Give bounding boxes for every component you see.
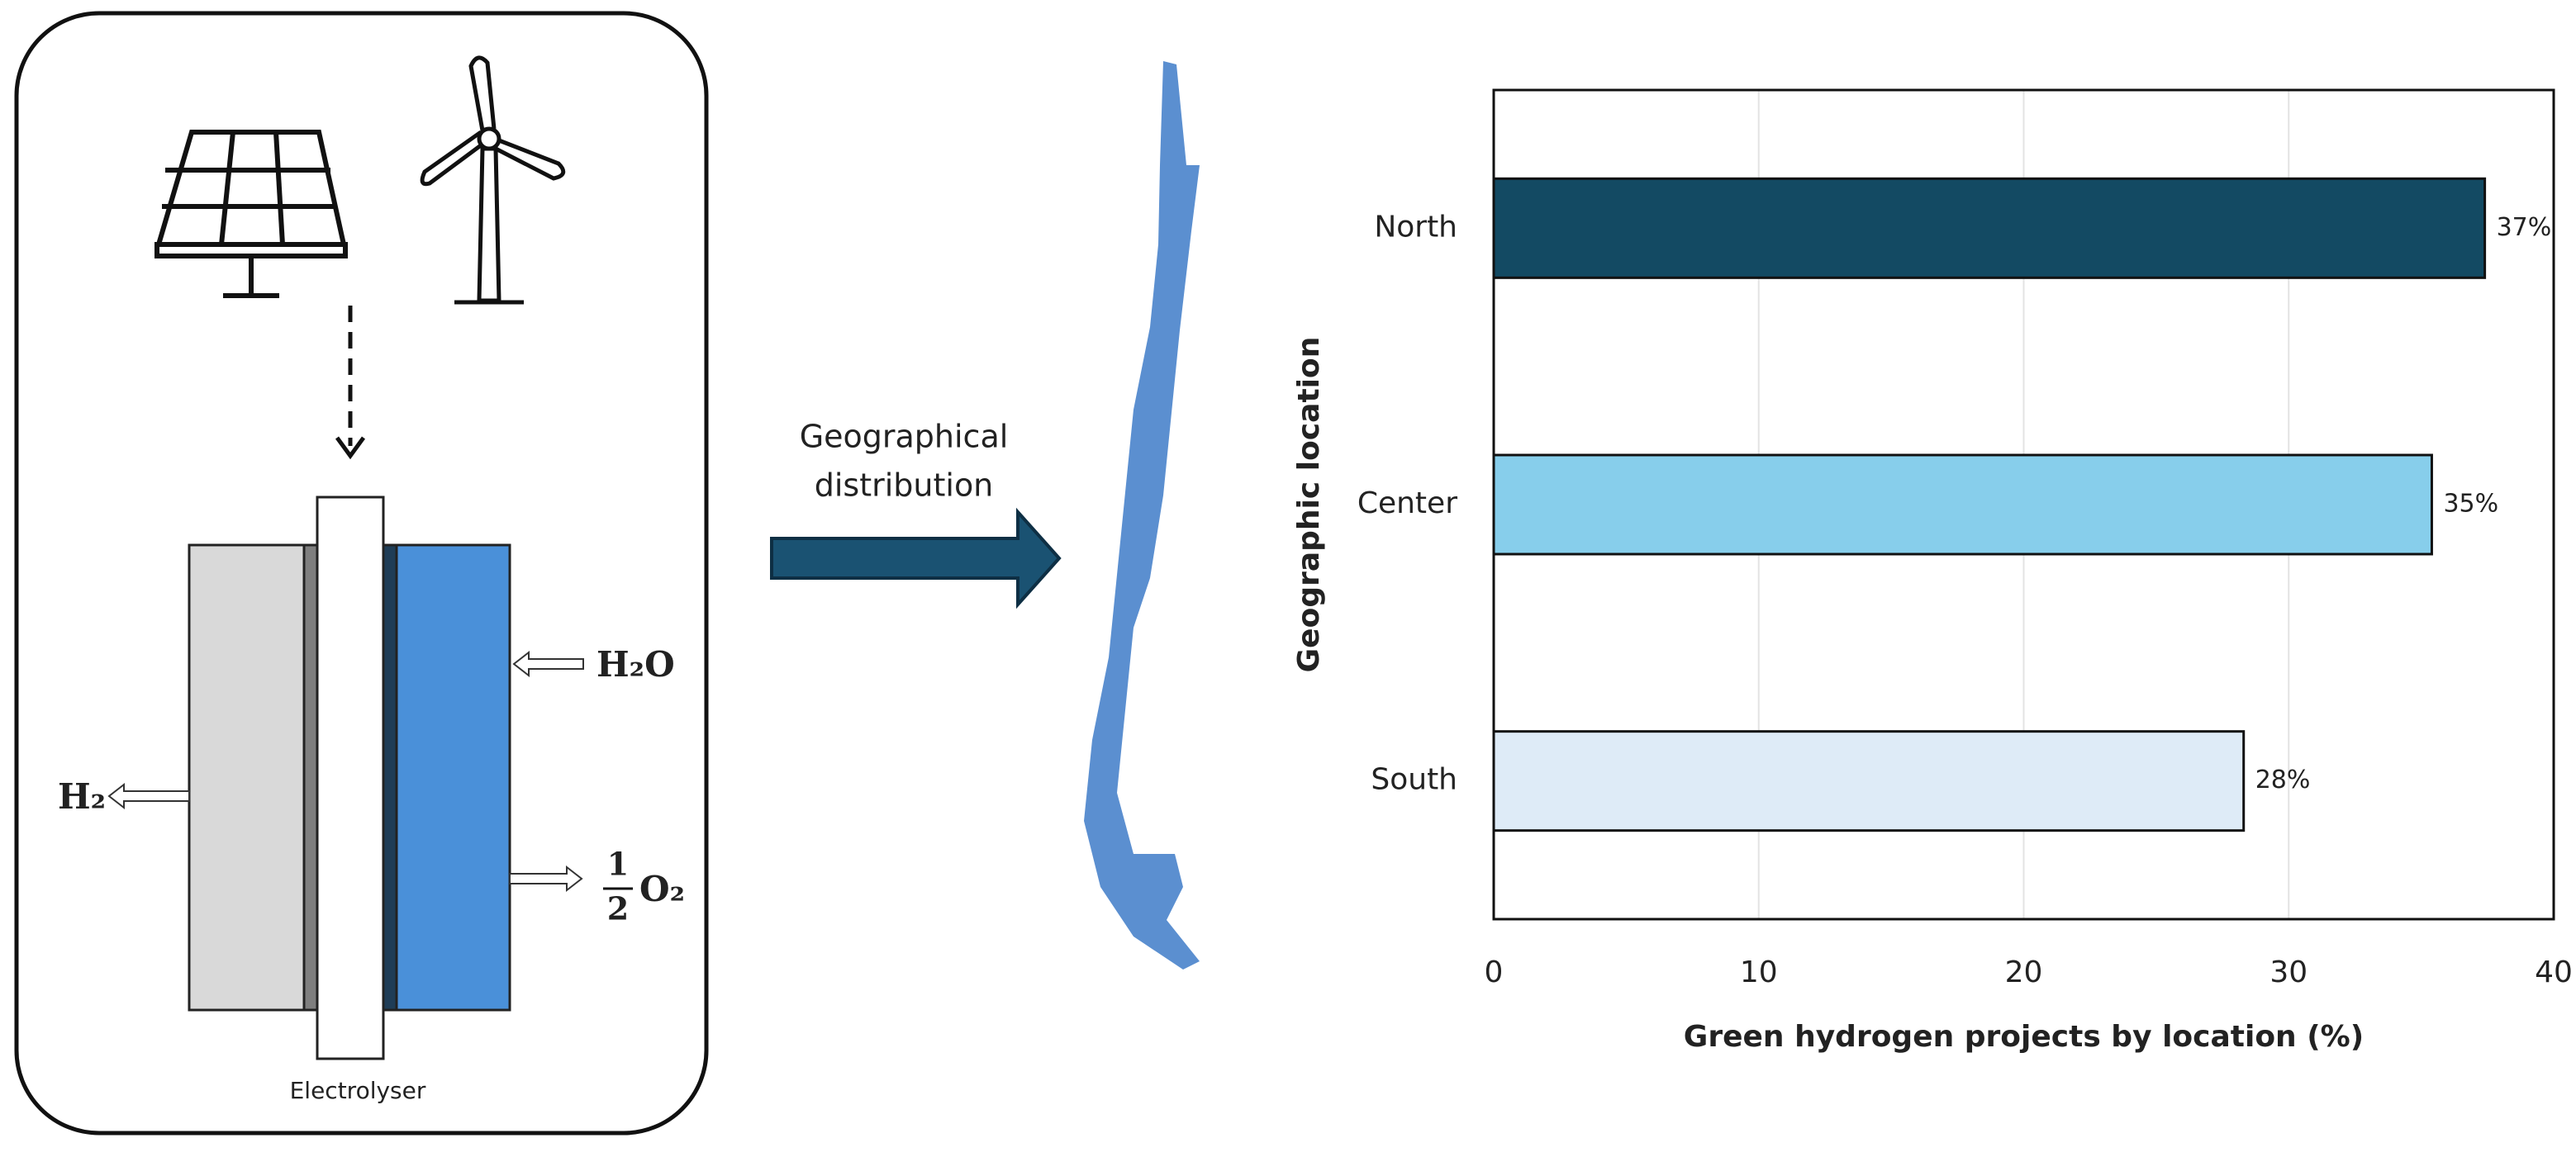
x-tick-label: 20 xyxy=(2005,955,2043,989)
panel-frame xyxy=(14,11,709,1136)
flow-arrow xyxy=(770,507,1062,609)
y-tick-label: Center xyxy=(1357,486,1457,520)
electrolyser xyxy=(188,496,511,1060)
hydrogen-label: H₂ xyxy=(58,776,106,817)
bar-chart: 0 10 20 30 40 North 37% Center 35% South 28% Green … xyxy=(1292,88,2573,1054)
x-tick-label: 40 xyxy=(2535,955,2573,989)
x-axis-title: Green hydrogen projects by location (%) xyxy=(1684,1020,2364,1054)
bar xyxy=(1492,177,2487,279)
value-label: 28% xyxy=(2255,766,2311,794)
chile-map xyxy=(1084,61,1200,970)
value-label: 37% xyxy=(2497,213,2552,242)
x-tick-label: 10 xyxy=(1740,955,1778,989)
value-label: 35% xyxy=(2443,490,2498,519)
wind-turbine xyxy=(420,55,566,305)
x-tick-label: 0 xyxy=(1485,955,1504,989)
y-axis-title: Geographic location xyxy=(1292,337,1326,673)
y-tick-label: South xyxy=(1371,763,1457,797)
oxygen-denominator: 2 xyxy=(607,890,629,927)
oxygen-numerator: 1 xyxy=(607,846,629,883)
solar-panel xyxy=(154,130,348,298)
device-label: Electrolyser xyxy=(290,1077,426,1104)
arrow-label: distribution xyxy=(815,467,994,504)
bar xyxy=(1492,730,2246,832)
bar xyxy=(1492,453,2433,556)
y-tick-label: North xyxy=(1374,210,1457,244)
arrow-label: Geographical xyxy=(800,419,1009,455)
x-tick-label: 30 xyxy=(2269,955,2307,989)
flow-arrows xyxy=(107,650,584,893)
water-label: H₂O xyxy=(596,644,675,685)
oxygen-label: O₂ xyxy=(639,869,685,909)
dashed-arrow xyxy=(335,306,366,460)
